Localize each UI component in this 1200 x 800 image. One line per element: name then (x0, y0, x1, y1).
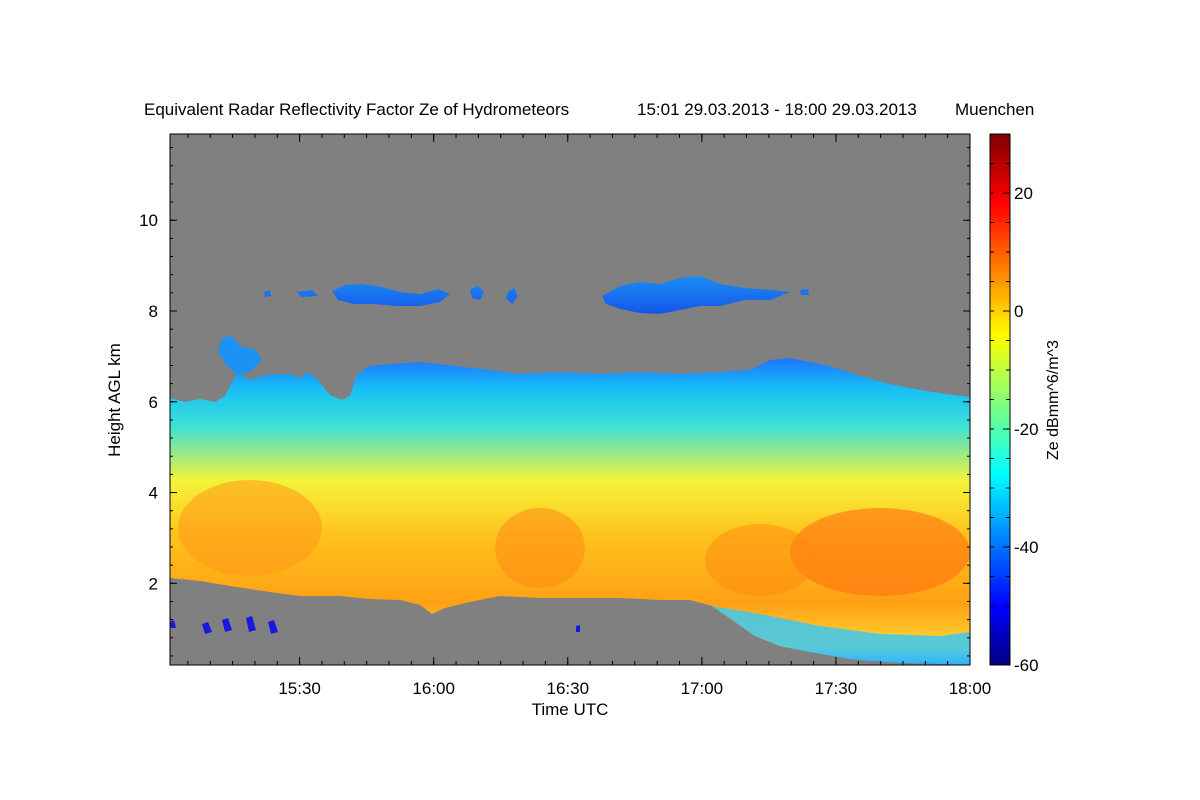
x-tick-label: 17:30 (815, 679, 858, 698)
chart-period: 15:01 29.03.2013 - 18:00 29.03.2013 (637, 100, 917, 119)
colorbar-tick-label: -20 (1014, 420, 1039, 439)
x-axis: 15:30 16:00 16:30 17:00 17:30 18:00 (187, 134, 992, 698)
x-tick-label: 15:30 (278, 679, 321, 698)
y-tick-label: 8 (149, 302, 158, 321)
chart-title: Equivalent Radar Reflectivity Factor Ze … (144, 100, 569, 119)
colorbar-ticks: -60 -40 -20 0 20 (990, 163, 1039, 675)
upper-cirrus-layer (264, 276, 809, 314)
y-axis-label: Height AGL km (105, 343, 124, 457)
y-tick-label: 2 (149, 574, 158, 593)
low-echoes (170, 616, 580, 634)
x-tick-label: 16:30 (546, 679, 589, 698)
y-tick-label: 4 (149, 484, 158, 503)
precip-tail (712, 606, 970, 665)
chart-location: Muenchen (955, 100, 1034, 119)
x-tick-label: 18:00 (949, 679, 992, 698)
x-tick-label: 16:00 (412, 679, 455, 698)
orange-core-east (790, 508, 970, 596)
orange-core-mid (495, 508, 585, 588)
plot-frame (169, 133, 971, 666)
y-tick-label: 10 (139, 211, 158, 230)
colorbar-tick-label: 0 (1014, 302, 1023, 321)
colorbar-tick-label: -60 (1014, 656, 1039, 675)
orange-core-east2 (705, 524, 815, 596)
y-tick-label: 6 (149, 393, 158, 412)
colorbar-tick-label: -40 (1014, 538, 1039, 557)
x-axis-label: Time UTC (532, 700, 609, 719)
cloud-turret (218, 336, 262, 374)
x-tick-label: 17:00 (681, 679, 724, 698)
orange-core-west (178, 480, 322, 576)
colorbar-tick-label: 20 (1014, 184, 1033, 203)
colorbar-label: Ze dBmm^6/m^3 (1045, 340, 1062, 460)
y-axis: 2 4 6 8 10 (139, 147, 970, 657)
